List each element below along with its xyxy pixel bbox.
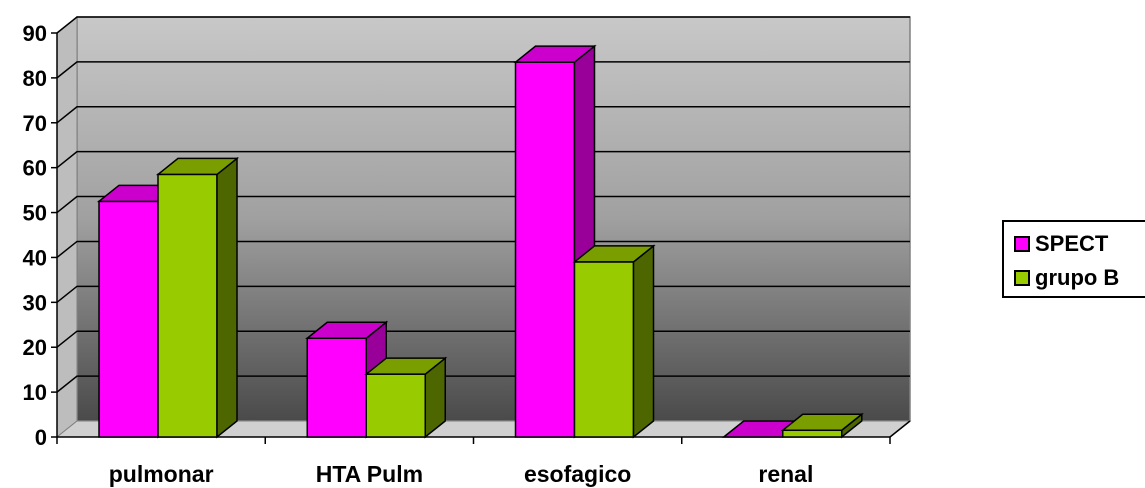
bars [96, 44, 864, 439]
y-tick-label: 60 [23, 156, 47, 181]
legend-swatch-grupo-b [1014, 270, 1030, 286]
gridline [56, 61, 910, 79]
x-tick-label: renal [758, 461, 813, 487]
x-tick-label: esofagico [524, 461, 631, 487]
x-tick-label: HTA Pulm [316, 461, 423, 487]
gridline [56, 16, 910, 34]
y-tick-label: 30 [23, 290, 47, 315]
bar-top [305, 321, 389, 339]
bar-top [572, 245, 656, 263]
gridline [56, 106, 910, 124]
y-tick-label: 10 [23, 380, 47, 405]
y-tick-label: 90 [23, 21, 47, 46]
bar-top [155, 157, 240, 176]
bar-front [98, 200, 159, 438]
bar-grupo-b-hta-pulm [364, 356, 448, 439]
bar-side [216, 156, 238, 439]
bar-grupo-b-renal [780, 412, 864, 439]
y-tick-label: 80 [23, 66, 47, 91]
bar-front [514, 61, 576, 438]
y-axis-tick-labels: 0 10 20 30 40 50 60 70 80 90 [23, 21, 47, 450]
gridline [56, 150, 910, 169]
bar-front [157, 173, 218, 438]
x-tick-label: pulmonar [109, 461, 214, 487]
bar-front [365, 373, 426, 438]
bar-top [364, 357, 448, 375]
y-tick-label: 0 [35, 425, 47, 450]
bar-top [780, 413, 864, 432]
legend-item-spect: SPECT [1014, 231, 1108, 257]
bar-side [632, 244, 655, 439]
legend-item-grupo-b: grupo B [1014, 265, 1119, 291]
y-tick-label: 20 [23, 335, 47, 360]
bar-front [782, 429, 843, 438]
bar-front [573, 261, 635, 438]
bar-top [513, 45, 597, 63]
bar-front [306, 337, 367, 438]
bar-grupo-b-esofagico [572, 244, 656, 439]
legend: SPECT grupo B [1002, 220, 1145, 298]
x-axis-end [889, 420, 911, 438]
gridline [56, 240, 910, 259]
side-wall [56, 15, 78, 439]
x-axis-tick-labels: pulmonar HTA Pulm esofagico renal [109, 461, 814, 487]
legend-label-spect: SPECT [1035, 231, 1109, 256]
bar-grupo-b-pulmonar [155, 156, 240, 439]
legend-label-grupo-b: grupo B [1035, 265, 1120, 290]
y-tick-label: 40 [23, 245, 47, 270]
y-tick-label: 70 [23, 111, 47, 136]
y-tick-label: 50 [23, 201, 47, 226]
legend-swatch-spect [1014, 236, 1030, 252]
gridline [56, 195, 910, 214]
